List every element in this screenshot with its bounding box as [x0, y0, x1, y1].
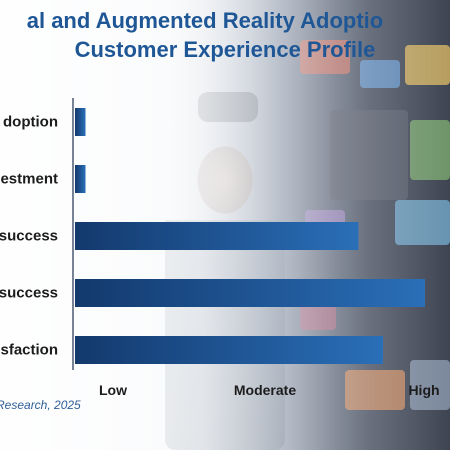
category-label-1: estment	[0, 170, 58, 188]
title-line-2: Customer Experience Profile	[74, 37, 376, 62]
bar-1	[75, 165, 86, 193]
x-tick-label-2: High	[408, 382, 440, 398]
category-label-2: success	[0, 227, 58, 245]
category-label-4: sfaction	[0, 341, 58, 359]
x-tick-label-1: Moderate	[233, 382, 297, 398]
chart-title: al and Augmented Reality Adoptio Custome…	[0, 6, 450, 64]
bar-3	[75, 279, 425, 307]
x-tick-label-0: Low	[99, 382, 127, 398]
bar-4	[75, 336, 383, 364]
category-label-0: doption	[3, 113, 58, 131]
category-label-3: success	[0, 284, 58, 302]
bar-0	[75, 108, 86, 136]
title-line-1: al and Augmented Reality Adoptio	[26, 8, 384, 33]
bar-2	[75, 222, 359, 250]
source-note: Research, 2025	[0, 398, 81, 412]
